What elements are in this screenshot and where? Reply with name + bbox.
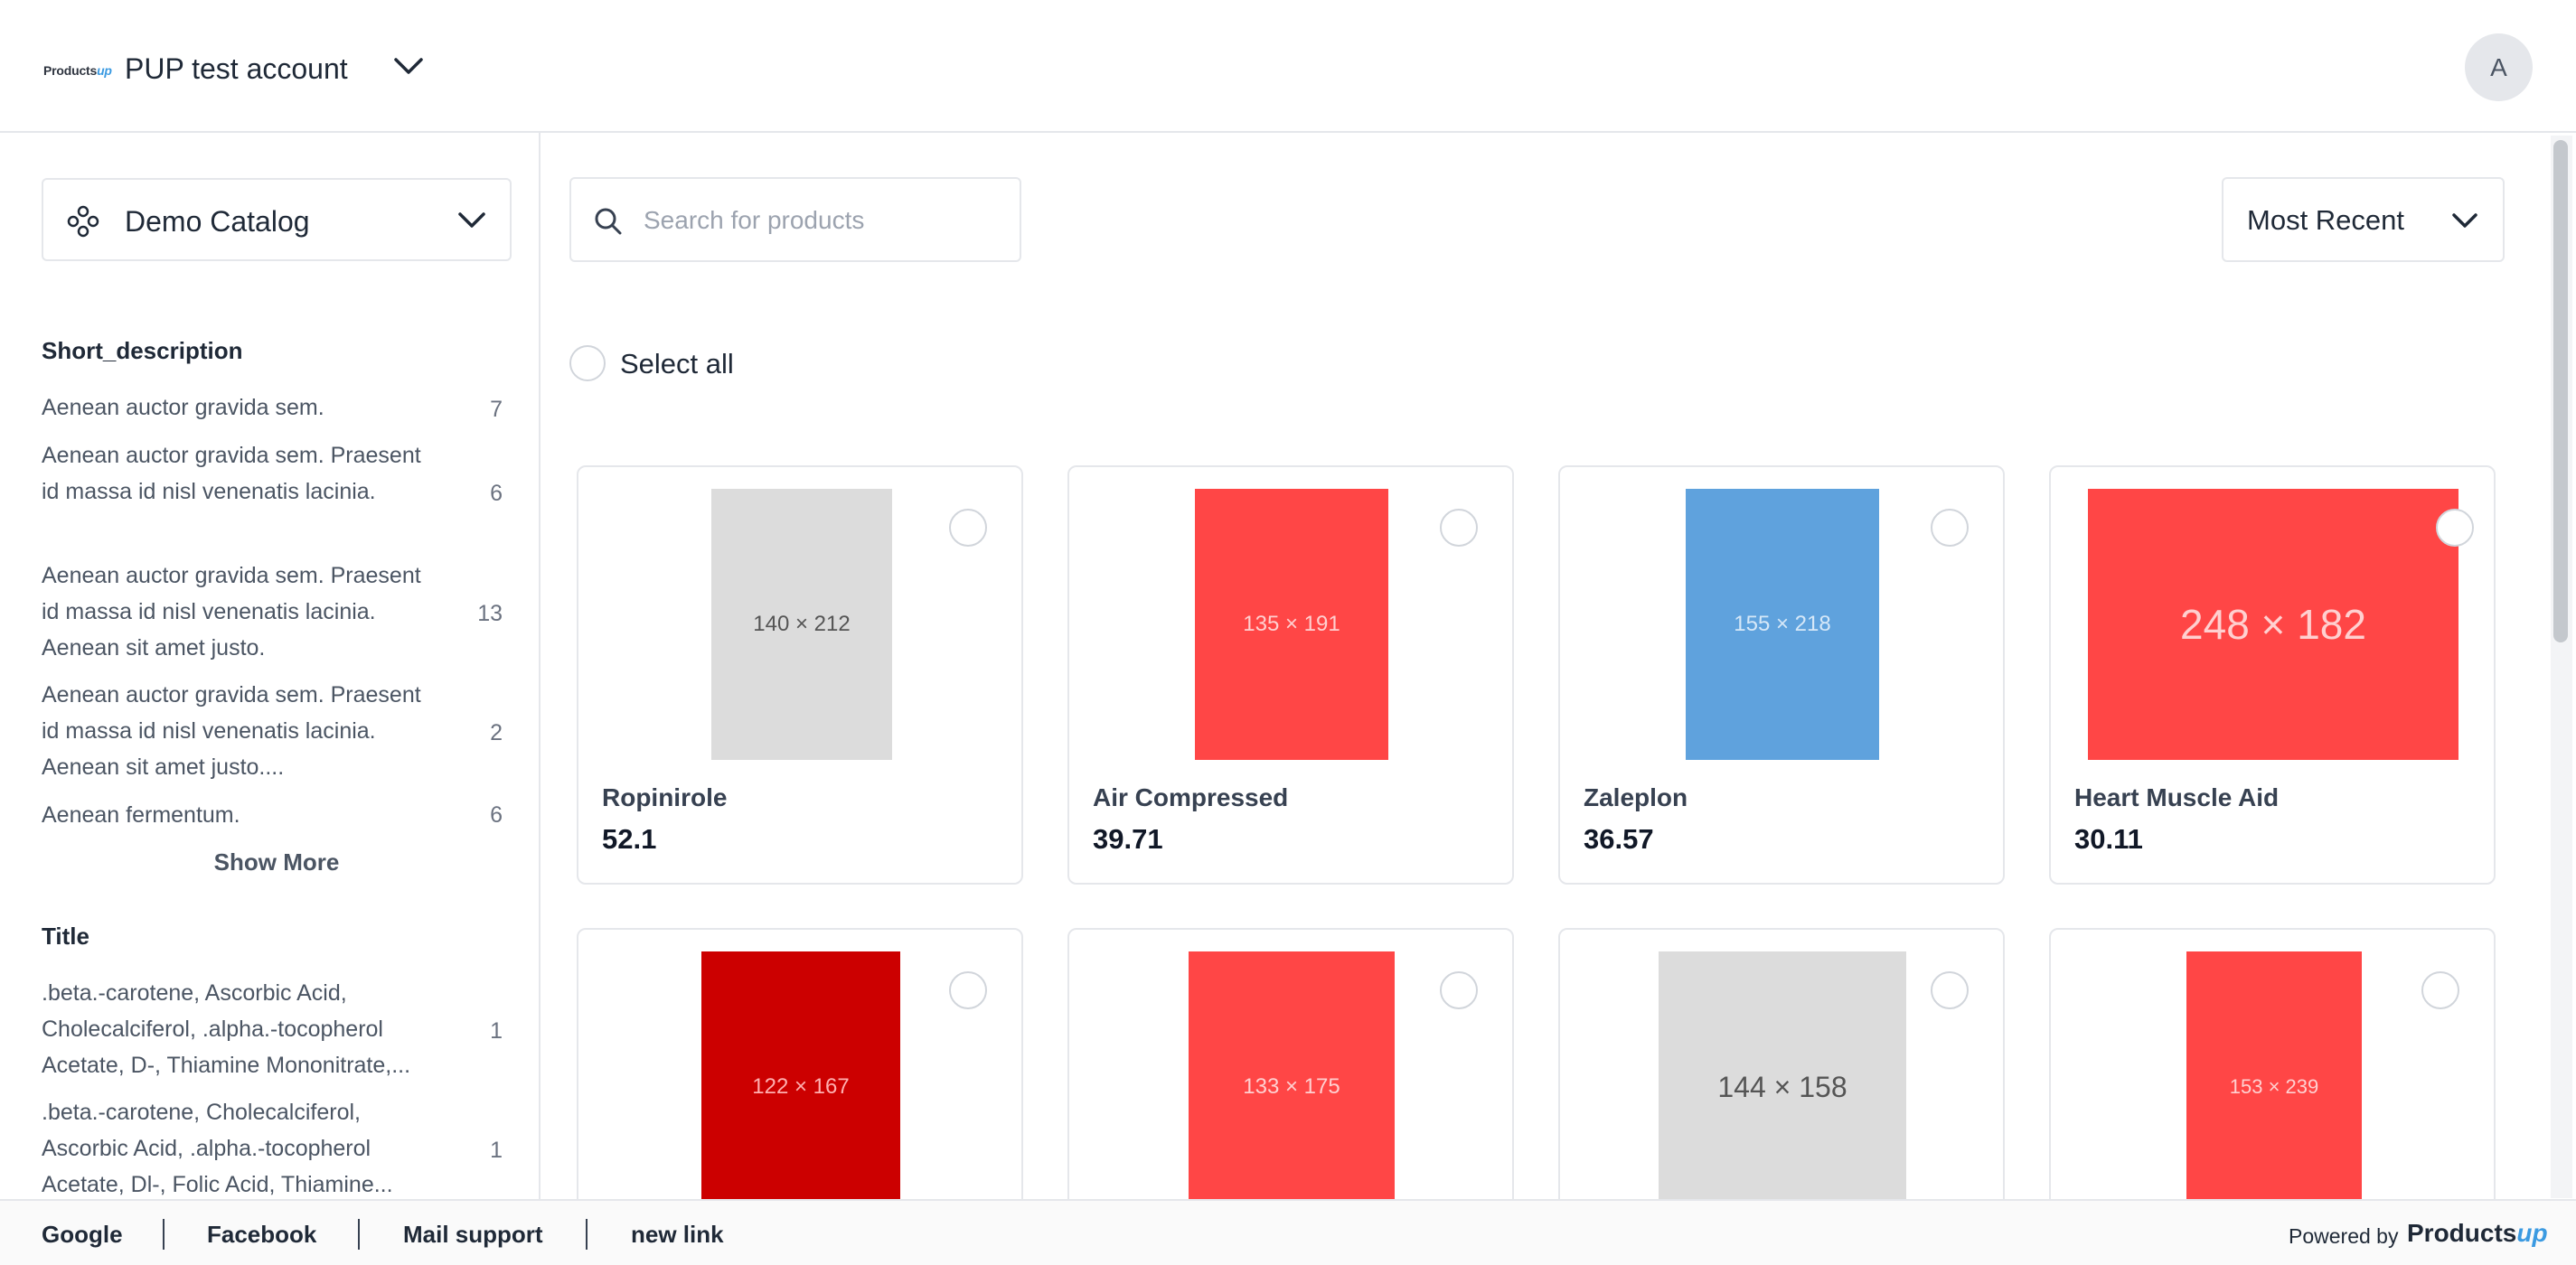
product-image: 133 × 175	[1189, 951, 1395, 1215]
product-image-label: 144 × 158	[1717, 1070, 1847, 1103]
product-image-label: 155 × 218	[1734, 612, 1831, 636]
facet-title: Short_description	[42, 337, 243, 364]
facet-item-label: .beta.-carotene, Cholecalciferol, Ascorb…	[42, 1100, 393, 1197]
chevron-down-icon	[2452, 213, 2477, 228]
product-select-radio[interactable]	[949, 509, 987, 547]
chevron-down-icon	[458, 212, 485, 228]
product-price: 52.1	[602, 823, 657, 855]
product-image-label: 140 × 212	[753, 612, 851, 636]
search-input[interactable]	[644, 197, 1005, 244]
facet-item-count: 7	[490, 397, 503, 422]
facet-item-label: .beta.-carotene, Ascorbic Acid, Cholecal…	[42, 980, 411, 1078]
facet-item-count: 1	[490, 1018, 503, 1044]
product-card[interactable]: 153 × 239	[2049, 928, 2496, 1217]
footer-separator	[358, 1219, 360, 1250]
facet-item[interactable]: Aenean auctor gravida sem. Praesent id m…	[42, 437, 503, 510]
product-image: 122 × 167	[701, 951, 900, 1215]
product-image: 155 × 218	[1686, 489, 1879, 760]
facet-item-label: Aenean auctor gravida sem. Praesent id m…	[42, 443, 421, 504]
show-more-button[interactable]: Show More	[213, 848, 340, 876]
footer-link-facebook[interactable]: Facebook	[207, 1221, 317, 1248]
catalog-icon	[67, 205, 99, 238]
logo-text: Products	[43, 63, 98, 78]
facet-item[interactable]: Aenean auctor gravida sem. Praesent id m…	[42, 558, 503, 666]
product-image-label: 122 × 167	[752, 1074, 850, 1099]
filter-sidebar: Demo Catalog Short_description Aenean au…	[0, 133, 541, 1199]
product-price: 36.57	[1584, 823, 1654, 855]
account-name[interactable]: PUP test account	[125, 52, 348, 85]
footer-link-mail-support[interactable]: Mail support	[403, 1221, 543, 1248]
facet-item[interactable]: .beta.-carotene, Ascorbic Acid, Cholecal…	[42, 975, 503, 1083]
select-all-label[interactable]: Select all	[620, 348, 734, 380]
scrollbar-thumb[interactable]	[2553, 140, 2568, 642]
logo-text-accent: up	[97, 63, 112, 78]
product-select-radio[interactable]	[1440, 971, 1478, 1009]
footer-separator	[586, 1219, 588, 1250]
facet-item-label: Aenean auctor gravida sem. Praesent id m…	[42, 682, 421, 780]
product-card[interactable]: 133 × 175	[1067, 928, 1514, 1217]
product-image-label: 248 × 182	[2180, 601, 2366, 648]
facet-item-count: 13	[477, 601, 503, 626]
product-image: 248 × 182	[2088, 489, 2458, 760]
product-select-radio[interactable]	[949, 971, 987, 1009]
sort-label: Most Recent	[2247, 204, 2405, 236]
product-name: Ropinirole	[602, 783, 728, 811]
product-price: 39.71	[1093, 823, 1163, 855]
product-image-label: 153 × 239	[2229, 1075, 2319, 1098]
product-select-radio[interactable]	[1931, 509, 1969, 547]
product-image: 135 × 191	[1195, 489, 1388, 760]
product-card[interactable]: 140 × 212 Ropinirole 52.1	[577, 465, 1023, 885]
facet-item-count: 1	[490, 1138, 503, 1163]
product-image-label: 133 × 175	[1243, 1074, 1340, 1099]
facet-item-label: Aenean fermentum.	[42, 802, 240, 828]
facet-item-count: 6	[490, 802, 503, 828]
footer-separator	[163, 1219, 165, 1250]
search-box	[569, 177, 1021, 262]
footer-logo-text: Products	[2407, 1219, 2517, 1247]
facet-item-count: 2	[490, 720, 503, 745]
facet-item-label: Aenean auctor gravida sem.	[42, 395, 324, 420]
product-card[interactable]: 135 × 191 Air Compressed 39.71	[1067, 465, 1514, 885]
facet-item[interactable]: Aenean auctor gravida sem. 7	[42, 389, 503, 426]
facet-item-count: 6	[490, 481, 503, 506]
powered-by-label: Powered by	[2289, 1224, 2399, 1248]
product-image-label: 135 × 191	[1243, 612, 1340, 636]
product-select-radio[interactable]	[2436, 509, 2474, 547]
catalog-select[interactable]: Demo Catalog	[42, 178, 512, 261]
product-card[interactable]: 144 × 158	[1558, 928, 2005, 1217]
product-card[interactable]: 155 × 218 Zaleplon 36.57	[1558, 465, 2005, 885]
facet-item[interactable]: .beta.-carotene, Cholecalciferol, Ascorb…	[42, 1094, 503, 1199]
chevron-down-icon[interactable]	[390, 52, 427, 80]
product-name: Heart Muscle Aid	[2074, 783, 2280, 811]
avatar[interactable]: A	[2465, 33, 2533, 101]
footer-link-google[interactable]: Google	[42, 1221, 123, 1248]
footer-logo-accent: up	[2516, 1219, 2548, 1247]
app-footer: Google Facebook Mail support new link Po…	[0, 1199, 2576, 1265]
app-header: Productsup PUP test account A	[0, 0, 2576, 133]
select-all-checkbox[interactable]	[569, 345, 606, 381]
catalog-label: Demo Catalog	[125, 205, 310, 238]
facet-item[interactable]: Aenean auctor gravida sem. Praesent id m…	[42, 677, 503, 785]
sort-select[interactable]: Most Recent	[2222, 177, 2505, 262]
product-name: Zaleplon	[1584, 783, 1688, 811]
product-image: 144 × 158	[1659, 951, 1906, 1215]
search-icon	[595, 208, 622, 235]
productsup-footer-logo[interactable]: Productsup	[2407, 1219, 2548, 1248]
product-image: 153 × 239	[2186, 951, 2362, 1215]
product-name: Air Compressed	[1093, 783, 1289, 811]
product-select-radio[interactable]	[2421, 971, 2459, 1009]
product-select-radio[interactable]	[1440, 509, 1478, 547]
product-select-radio[interactable]	[1931, 971, 1969, 1009]
facet-item[interactable]: Aenean fermentum. 6	[42, 797, 503, 833]
footer-link-new-link[interactable]: new link	[631, 1221, 724, 1248]
productsup-logo[interactable]: Productsup	[43, 63, 112, 78]
facet-title: Title	[42, 923, 89, 950]
facet-item-label: Aenean auctor gravida sem. Praesent id m…	[42, 563, 421, 661]
product-card[interactable]: 122 × 167	[577, 928, 1023, 1217]
product-image: 140 × 212	[711, 489, 892, 760]
product-price: 30.11	[2074, 823, 2143, 855]
product-card[interactable]: 248 × 182 Heart Muscle Aid 30.11	[2049, 465, 2496, 885]
